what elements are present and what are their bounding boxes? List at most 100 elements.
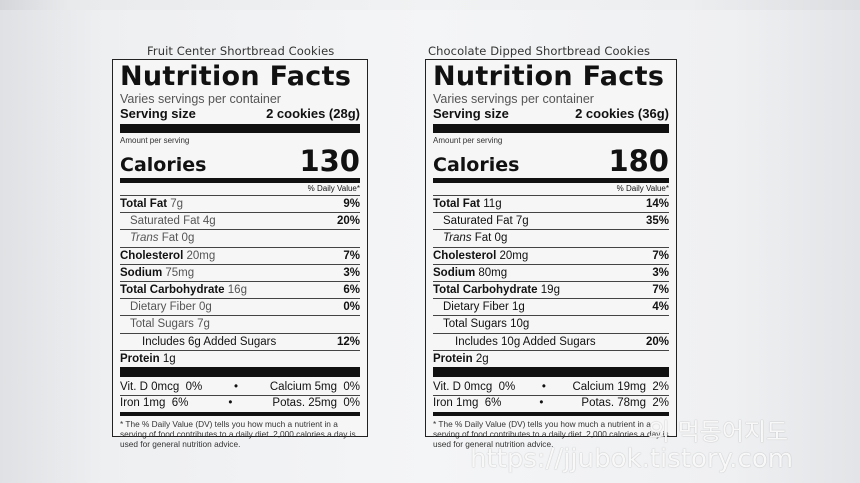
left-row-dietary-fiber: Dietary Fiber 0g 0% (120, 298, 360, 315)
nutrient-name: Trans (130, 232, 159, 245)
left-row-total-fat: Total Fat 7g 9% (120, 195, 360, 212)
bullet: • (541, 381, 546, 394)
vitamin-d: Vit. D 0mcg 0% (433, 381, 516, 394)
nutrient-amount: 7g (197, 318, 210, 331)
nutrient-dv: 12% (336, 335, 360, 348)
nutrient-name: Total Sugars (130, 318, 194, 331)
right-row-cholesterol: Cholesterol 20mg 7% (433, 246, 669, 264)
left-serving-size-row: Serving size 2 cookies (28g) (120, 106, 360, 122)
right-row-total-sugars: Total Sugars 10g (433, 315, 669, 332)
right-row-saturated-fat: Saturated Fat 7g 35% (433, 212, 669, 229)
right-calories-value: 180 (608, 144, 669, 178)
nutrient-name: Dietary Fiber (130, 301, 196, 314)
nutrient-dv: 4% (652, 301, 669, 314)
left-medium-divider (120, 178, 360, 183)
calcium: Calcium 5mg 0% (269, 381, 360, 394)
right-medium-divider (433, 178, 669, 183)
nutrient-name: Saturated Fat (443, 215, 513, 228)
nutrient-amount: 20mg (499, 249, 529, 262)
left-row-saturated-fat: Saturated Fat 4g 20% (120, 212, 360, 229)
right-product-title: Chocolate Dipped Shortbread Cookies (428, 44, 651, 58)
nutrient-name: Total Carbohydrate (120, 284, 225, 297)
nutrient-name: Protein (433, 352, 473, 365)
bullet: • (539, 397, 544, 410)
right-serving-size-label: Serving size (433, 106, 509, 121)
left-daily-value-header: % Daily Value* (307, 184, 360, 193)
nutrient-amount: 75mg (165, 266, 195, 279)
left-vitamin-row-1: Vit. D 0mcg 0% • Calcium 5mg 0% (120, 380, 360, 395)
vitamin-d: Vit. D 0mcg 0% (120, 381, 203, 394)
nutrient-name: Sodium (120, 266, 163, 279)
nutrient-name: Total Sugars (443, 318, 507, 331)
nutrient-name: Saturated Fat (130, 215, 200, 228)
nutrient-name: Total Fat (433, 198, 481, 210)
nutrient-amount: 20mg (186, 249, 216, 262)
nutrient-amount: 0g (199, 301, 212, 314)
left-vitamin-row-2: Iron 1mg 6% • Potas. 25mg 0% (120, 395, 360, 411)
right-thick-divider (433, 124, 669, 133)
right-footnote-divider (433, 412, 669, 417)
right-daily-value-header: % Daily Value* (616, 184, 669, 193)
right-calories-label: Calories (433, 154, 520, 176)
nutrient-name: Total Carbohydrate (433, 284, 538, 297)
right-vitamin-row-2: Iron 1mg 6% • Potas. 78mg 2% (433, 395, 669, 411)
calcium: Calcium 19mg 2% (572, 381, 669, 394)
nutrient-name: Includes 10g Added Sugars (455, 335, 596, 348)
left-footnote: * The % Daily Value (DV) tells you how m… (120, 419, 356, 450)
nutrient-dv: 35% (645, 215, 669, 228)
watermark-korean: 의 먹동어지도 (648, 418, 789, 446)
left-calories-row: Calories 130 (120, 146, 360, 176)
nutrient-name: Protein (120, 352, 160, 365)
nutrient-amount: 7g (515, 215, 529, 228)
left-amount-per-serving: Amount per serving (120, 136, 190, 145)
nutrient-amount: 2g (475, 352, 489, 365)
right-bottom-thick-divider (433, 367, 669, 378)
right-row-protein: Protein 2g (433, 349, 669, 367)
left-row-sodium: Sodium 75mg 3% (120, 263, 360, 281)
nutrient-dv: 6% (343, 284, 360, 297)
left-thick-divider (120, 124, 360, 133)
potassium: Potas. 78mg 2% (581, 397, 669, 410)
nutrient-dv: 7% (652, 284, 669, 297)
right-nutrition-panel: Nutrition Facts Varies servings per cont… (425, 59, 677, 449)
left-row-trans-fat: Trans Fat 0g (120, 229, 360, 246)
right-row-total-carbohydrate: Total Carbohydrate 19g 7% (433, 281, 669, 298)
right-row-total-fat: Total Fat 11g 14% (433, 195, 669, 212)
left-serving-size-label: Serving size (120, 106, 196, 121)
left-row-total-sugars: Total Sugars 7g (120, 315, 360, 332)
nutrient-dv: 7% (652, 249, 669, 262)
nutrient-name: Cholesterol (433, 249, 497, 262)
right-calories-row: Calories 180 (433, 146, 669, 176)
bullet: • (228, 397, 233, 410)
nutrient-dv: 14% (645, 198, 669, 210)
left-bottom-thick-divider (120, 367, 360, 378)
nutrient-dv: 20% (645, 335, 669, 348)
nutrient-dv: 0% (343, 301, 360, 314)
left-calories-label: Calories (120, 154, 207, 176)
nutrient-amount: 19g (540, 284, 560, 297)
nutrient-dv: 7% (343, 249, 360, 262)
nutrient-amount: 10g (510, 318, 530, 331)
nutrient-name: Cholesterol (120, 249, 184, 262)
nutrient-amount: 4g (202, 215, 216, 228)
nutrient-amount: 1g (162, 352, 176, 365)
nutrient-dv: 20% (336, 215, 360, 228)
bullet: • (234, 381, 239, 394)
nutrient-amount: 80mg (478, 266, 508, 279)
right-servings-per-container: Varies servings per container (433, 92, 594, 106)
nutrient-name: Sodium (433, 266, 476, 279)
left-nutrition-panel: Nutrition Facts Varies servings per cont… (112, 59, 368, 449)
right-serving-size-row: Serving size 2 cookies (36g) (433, 106, 669, 122)
nutrient-dv: 3% (652, 266, 669, 279)
nutrient-amount: 7g (170, 198, 184, 210)
left-row-cholesterol: Cholesterol 20mg 7% (120, 246, 360, 264)
right-vitamin-row-1: Vit. D 0mcg 0% • Calcium 19mg 2% (433, 380, 669, 395)
left-serving-size-value: 2 cookies (28g) (266, 106, 360, 121)
nutrient-amount: 16g (227, 284, 247, 297)
left-calories-value: 130 (299, 144, 360, 178)
nutrient-name: Dietary Fiber (443, 301, 509, 314)
iron: Iron 1mg 6% (433, 397, 502, 410)
right-row-added-sugars: Includes 10g Added Sugars 20% (433, 332, 669, 350)
nutrient-amount: Fat 0g (161, 232, 195, 245)
nutrient-dv: 3% (343, 266, 360, 279)
